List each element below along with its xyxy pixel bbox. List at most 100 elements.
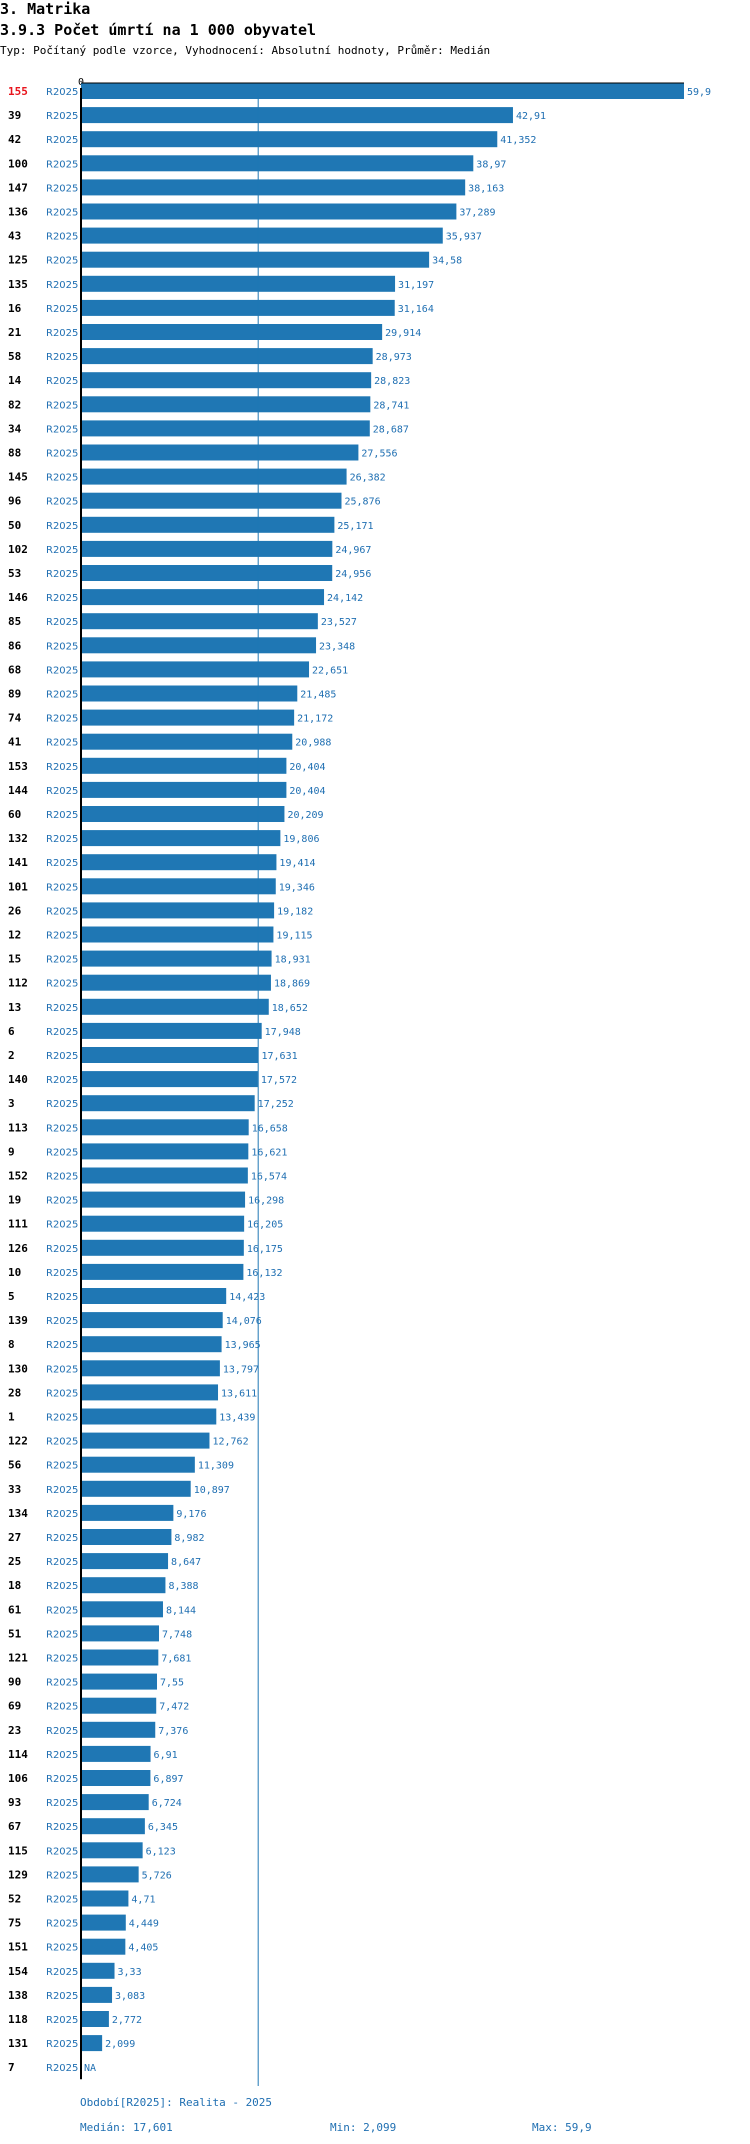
row-period-label: R2025 [46,1798,78,1809]
row-id-label: 139 [8,1314,28,1327]
bar-value-label: 13,611 [221,1388,257,1399]
row-period-label: R2025 [46,1220,78,1231]
row-period-label: R2025 [46,87,78,98]
bar [81,1866,139,1883]
bar [81,516,335,533]
row-period-label: R2025 [46,280,78,291]
row-period-label: R2025 [46,762,78,773]
bar-value-label: 6,897 [153,1774,183,1785]
bar-value-label: 8,144 [166,1605,196,1616]
bar [81,1167,248,1184]
bar [81,1071,258,1088]
row-id-label: 53 [8,567,21,580]
bar [81,1312,223,1329]
row-period-label: R2025 [46,1726,78,1737]
bar [81,733,293,750]
row-period-label: R2025 [46,328,78,339]
row-id-label: 134 [8,1507,28,1520]
bar-value-label: 6,123 [146,1846,176,1857]
bar-value-label: 14,076 [226,1316,262,1327]
bar-value-label: 20,404 [289,786,325,797]
row-id-label: 112 [8,977,28,990]
row-id-label: 82 [8,398,21,411]
row-period-label: R2025 [46,786,78,797]
bar [81,565,333,581]
bar [81,1962,115,1979]
bar [81,613,318,630]
row-id-label: 135 [8,278,28,291]
bar-value-label: 19,414 [279,858,315,869]
row-id-label: 43 [8,230,21,243]
bar-value-label: 19,346 [279,882,315,893]
bar-value-label: 19,806 [283,834,319,845]
row-id-label: 122 [8,1435,28,1448]
bar-value-label: 18,652 [272,1003,308,1014]
row-id-label: 152 [8,1170,28,1183]
row-period-label: R2025 [46,1654,78,1665]
row-period-label: R2025 [46,1172,78,1183]
row-period-label: R2025 [46,545,78,556]
bar-value-label: 21,172 [297,714,333,725]
bar [81,179,466,196]
row-id-label: 60 [8,808,21,821]
bar-value-label: 16,175 [247,1244,283,1255]
bar-value-label: 20,209 [287,810,323,821]
row-period-label: R2025 [46,690,78,701]
row-period-label: R2025 [46,1943,78,1954]
row-period-label: R2025 [46,931,78,942]
bar-value-label: 13,965 [225,1340,261,1351]
bar [81,1504,174,1521]
bar [81,685,298,702]
row-id-label: 136 [8,206,28,219]
bar-value-label: 38,97 [476,159,506,170]
bar [81,806,285,822]
row-period-label: R2025 [46,1364,78,1375]
footer-period: Období[R2025]: Realita - 2025 [80,2096,273,2109]
bar-value-label: 31,164 [398,304,434,315]
row-period-label: R2025 [46,1750,78,1761]
bar [81,1022,262,1039]
bar-value-label: 9,176 [176,1509,206,1520]
bar-value-label: 35,937 [446,232,482,243]
footer-min: Min: 2,099 [330,2121,397,2134]
bar-value-label: 13,797 [223,1364,259,1375]
row-id-label: 121 [8,1652,28,1665]
row-period-label: R2025 [46,1437,78,1448]
row-period-label: R2025 [46,1967,78,1978]
row-id-label: 23 [8,1724,21,1737]
bar [81,1360,220,1377]
bar [81,299,395,316]
bar-value-label: 20,404 [289,762,325,773]
row-period-label: R2025 [46,1268,78,1279]
row-id-label: 88 [8,447,21,460]
bar-value-label: 23,348 [319,641,355,652]
bar [81,420,370,437]
row-id-label: 147 [8,181,28,194]
bar [81,83,684,99]
bar [81,1384,219,1401]
bar [81,1143,249,1160]
bar [81,1914,126,1931]
bar-value-label: 8,388 [168,1581,198,1592]
row-period-label: R2025 [46,2015,78,2026]
row-id-label: 28 [8,1386,21,1399]
bar-value-label: 6,91 [154,1750,178,1761]
row-id-label: 69 [8,1700,21,1713]
row-period-label: R2025 [46,256,78,267]
bar [81,1432,210,1449]
bar-value-label: 12,762 [212,1437,248,1448]
row-id-label: 39 [8,109,21,122]
bar-value-label: 38,163 [468,183,504,194]
bar [81,1890,129,1907]
row-id-label: 113 [8,1121,28,1134]
row-id-label: 75 [8,1917,21,1930]
row-id-label: 19 [8,1194,21,1207]
row-period-label: R2025 [46,858,78,869]
row-id-label: 50 [8,519,21,532]
bar-value-label: 3,33 [118,1967,142,1978]
row-period-label: R2025 [46,569,78,580]
bar [81,107,513,124]
row-id-label: 14 [8,374,22,387]
row-period-label: R2025 [46,135,78,146]
